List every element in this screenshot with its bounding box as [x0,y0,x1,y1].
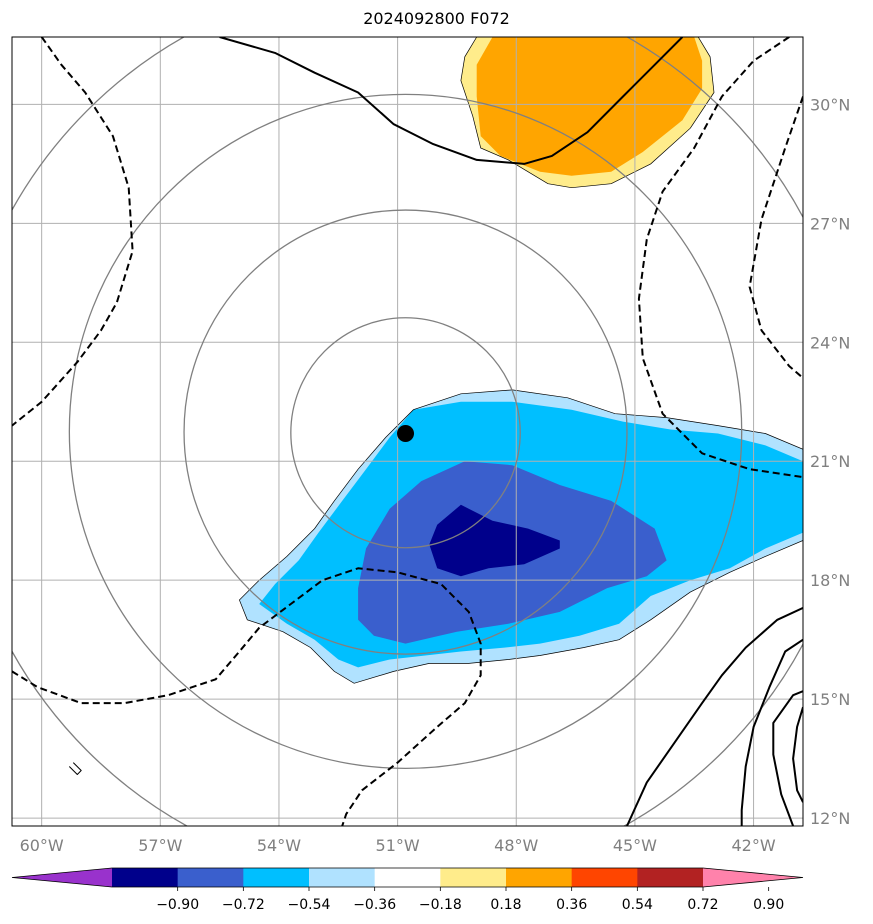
dashed-contour-6 [12,567,482,826]
line-contours [12,37,803,826]
colorbar-segment [243,868,310,887]
colorbar-segment [112,868,179,887]
map-frame [11,36,804,827]
solid-contour-1 [772,690,803,826]
colorbar-segment [506,868,573,887]
colorbar-tick-label: −0.90 [156,897,199,913]
colorbar-extend-low [12,868,112,887]
range-ring [68,93,743,770]
colorbar-segment [637,868,704,887]
colorbar-tick-label: −0.72 [222,897,265,913]
range-rings [12,37,803,826]
dashed-contour-5 [12,37,134,427]
colorbar-tick-label: −0.54 [288,897,331,913]
colorbar-tick-label: 0.90 [753,897,784,913]
x-tick-label: 57°W [138,836,182,855]
x-tick-labels: 60°W 57°W 54°W 51°W 48°W 45°W 42°W [20,836,776,855]
y-tick-labels: 12°N 15°N 18°N 21°N 24°N 27°N 30°N [810,95,850,828]
x-tick-label: 42°W [731,836,775,855]
y-tick-label: 30°N [810,95,850,114]
thin-contour-9 [68,762,82,775]
solid-contour-4 [792,706,803,803]
chart-title: 2024092800 F072 [363,9,510,28]
gridlines [12,37,803,826]
x-tick-label: 48°W [494,836,538,855]
solid-contour-2 [626,606,803,826]
range-ring [183,209,628,655]
x-tick-label: 60°W [20,836,64,855]
colorbar-tick-label: 0.54 [622,897,653,913]
colorbar-outline [11,867,804,888]
y-tick-label: 18°N [810,571,850,590]
y-tick-label: 21°N [810,452,850,471]
colorbar-extend-high [703,868,803,887]
dashed-contour-7 [637,37,803,479]
x-tick-label: 54°W [257,836,301,855]
colorbar-tick-label: −0.36 [353,897,396,913]
colorbar-tick-label: −0.18 [419,897,462,913]
filled-contours [238,37,803,684]
y-tick-label: 15°N [810,690,850,709]
colorbar-tick-label: 0.72 [687,897,718,913]
filled-region-outline-0 [238,389,803,684]
range-ring [290,317,521,549]
x-tick-label: 51°W [376,836,420,855]
colorbar-segment [374,868,441,887]
solid-contour-3 [740,638,803,826]
colorbar-segment [309,868,376,887]
y-tick-label: 12°N [810,809,850,828]
colorbar-tick-label: 0.18 [490,897,521,913]
filled-region-5 [476,37,703,176]
center-marker-group [397,424,415,442]
dashed-contour-8 [748,96,803,379]
colorbar-segment [440,868,507,887]
solid-contour-0 [219,37,684,165]
y-tick-label: 27°N [810,214,850,233]
storm-center-marker [397,424,415,442]
colorbar-segment [177,868,244,887]
filled-region-outline-4 [460,37,715,189]
colorbar-segment [571,868,638,887]
colorbar: −0.90 −0.72 −0.54 −0.36 −0.18 0.18 0.36 0.54 0.7… [11,867,804,913]
colorbar-tick-label: 0.36 [556,897,587,913]
x-tick-label: 45°W [613,836,657,855]
filled-region-3 [429,504,560,577]
y-tick-label: 24°N [810,333,850,352]
